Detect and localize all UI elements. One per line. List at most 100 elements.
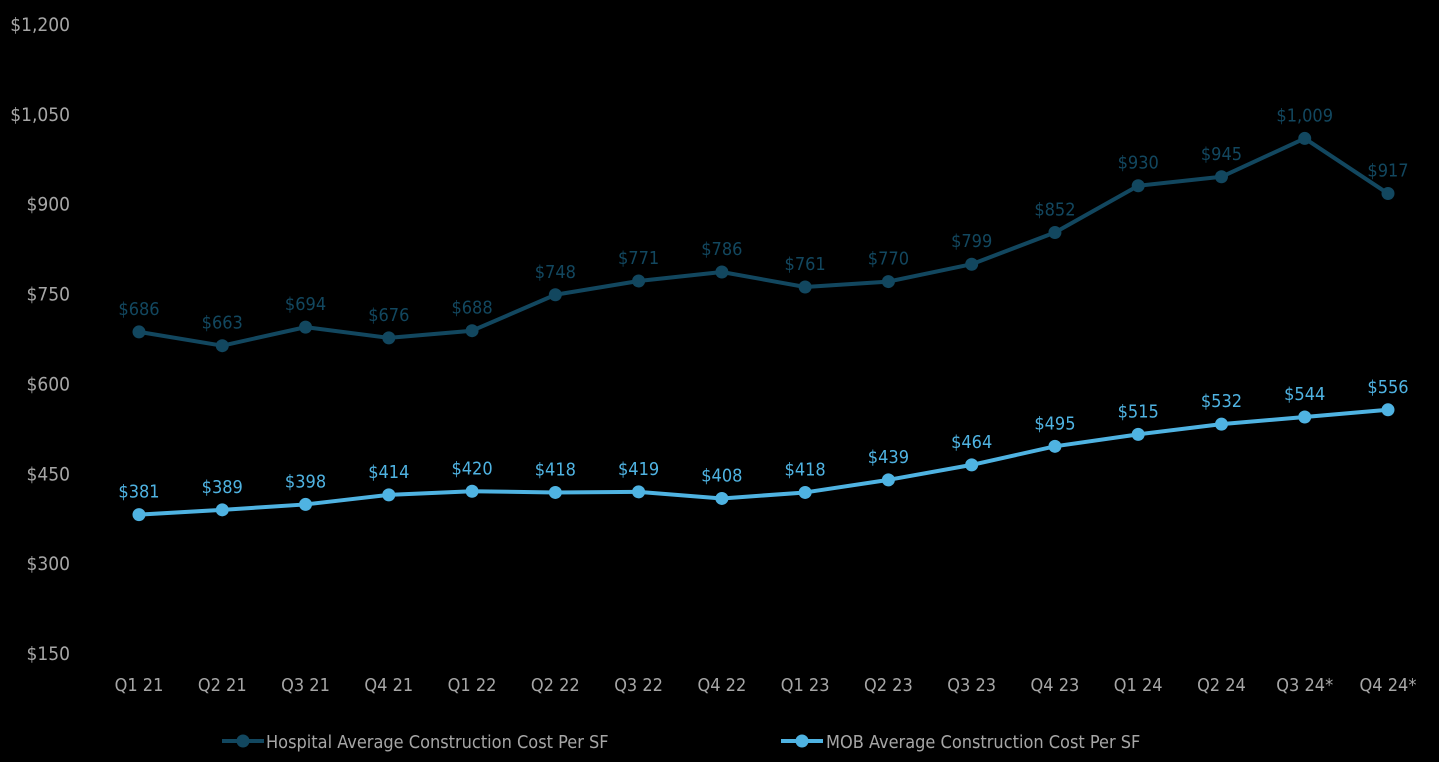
x-tick-label: Q2 24 [1197, 675, 1246, 696]
data-label: $799 [951, 231, 992, 252]
data-point [965, 458, 979, 472]
data-label: $544 [1284, 384, 1325, 405]
x-tick-label: Q2 21 [198, 675, 247, 696]
data-label: $748 [535, 262, 576, 283]
data-label: $945 [1201, 144, 1242, 165]
x-tick-label: Q4 24* [1360, 675, 1417, 696]
data-label: $663 [202, 313, 243, 334]
data-label: $420 [451, 458, 492, 479]
data-label: $770 [868, 249, 909, 270]
data-point [215, 339, 229, 353]
data-label: $1,009 [1276, 105, 1333, 126]
data-label: $419 [618, 459, 659, 480]
data-label: $786 [701, 239, 742, 260]
data-label: $688 [451, 298, 492, 319]
data-point [881, 275, 895, 289]
x-tick-label: Q1 21 [115, 675, 164, 696]
data-label: $676 [368, 305, 409, 326]
data-point [632, 274, 646, 288]
series-mob: $381 $389 $398 $414 $420 $418 $419 $408 $418 $439… [118, 377, 1409, 522]
y-axis: $150 $300 $450 $600 $750 $900 $1,050 $1,200 [10, 14, 70, 665]
data-point [1298, 410, 1312, 424]
y-tick-label: $300 [27, 553, 71, 575]
series-line [137, 136, 1390, 348]
data-point [1214, 170, 1228, 184]
data-point [548, 485, 562, 499]
x-tick-label: Q2 23 [864, 675, 913, 696]
x-tick-label: Q1 23 [781, 675, 830, 696]
data-label: $686 [118, 299, 159, 320]
y-tick-label: $150 [27, 643, 71, 665]
data-label: $414 [368, 462, 409, 483]
data-point [715, 265, 729, 279]
y-tick-label: $1,200 [10, 14, 70, 36]
data-label: $389 [202, 477, 243, 498]
legend-label: MOB Average Construction Cost Per SF [826, 732, 1140, 753]
data-label: $930 [1118, 153, 1159, 174]
y-tick-label: $900 [27, 194, 71, 216]
data-point [299, 497, 313, 511]
data-label: $408 [701, 465, 742, 486]
x-tick-label: Q3 23 [947, 675, 996, 696]
x-tick-label: Q1 22 [448, 675, 497, 696]
legend: Hospital Average Construction Cost Per S… [222, 732, 1140, 753]
data-label: $852 [1034, 199, 1075, 220]
data-label: $761 [785, 254, 826, 275]
data-point [1381, 187, 1395, 201]
data-point [382, 331, 396, 345]
y-tick-label: $450 [27, 463, 71, 485]
x-tick-label: Q2 22 [531, 675, 580, 696]
data-label: $398 [285, 471, 326, 492]
data-point [1048, 225, 1062, 239]
data-label: $439 [868, 447, 909, 468]
x-tick-label: Q3 21 [281, 675, 330, 696]
data-point [798, 280, 812, 294]
data-point [215, 503, 229, 517]
data-label: $515 [1118, 401, 1159, 422]
legend-marker [236, 734, 250, 748]
data-point [382, 488, 396, 502]
data-label: $556 [1367, 377, 1408, 398]
data-label: $532 [1201, 391, 1242, 412]
data-point [465, 484, 479, 498]
data-point [1381, 403, 1395, 417]
data-label: $771 [618, 248, 659, 269]
x-tick-label: Q3 24* [1276, 675, 1333, 696]
data-point [1214, 417, 1228, 431]
data-label: $418 [785, 459, 826, 480]
data-label: $464 [951, 432, 992, 453]
data-label: $381 [118, 482, 159, 503]
x-tick-label: Q4 22 [697, 675, 746, 696]
data-point [132, 508, 146, 522]
data-point [465, 324, 479, 338]
legend-item: MOB Average Construction Cost Per SF [781, 732, 1140, 753]
series-layer: $686 $663 $694 $676 $688 $748 $771 $786 $761 $770… [118, 105, 1409, 522]
y-tick-label: $1,050 [10, 104, 70, 126]
legend-marker [795, 734, 809, 748]
legend-label: Hospital Average Construction Cost Per S… [266, 732, 609, 753]
x-tick-label: Q4 23 [1031, 675, 1080, 696]
data-point [715, 491, 729, 505]
data-point [1298, 131, 1312, 145]
x-tick-label: Q4 21 [364, 675, 413, 696]
data-point [132, 325, 146, 339]
data-point [1131, 179, 1145, 193]
data-label: $917 [1367, 161, 1408, 182]
series-hospital: $686 $663 $694 $676 $688 $748 $771 $786 $761 $770… [118, 105, 1409, 353]
legend-item: Hospital Average Construction Cost Per S… [222, 732, 609, 753]
data-label: $694 [285, 294, 326, 315]
data-point [798, 485, 812, 499]
y-tick-label: $600 [27, 373, 71, 395]
data-point [1131, 427, 1145, 441]
data-point [1048, 439, 1062, 453]
x-tick-label: Q1 24 [1114, 675, 1163, 696]
data-label: $418 [535, 459, 576, 480]
y-tick-label: $750 [27, 284, 71, 306]
x-axis: Q1 21 Q2 21 Q3 21 Q4 21 Q1 22 Q2 22 Q3 22 Q4 22… [115, 675, 1417, 696]
data-point [965, 257, 979, 271]
data-point [548, 288, 562, 302]
data-point [299, 320, 313, 334]
series-line [137, 407, 1390, 517]
